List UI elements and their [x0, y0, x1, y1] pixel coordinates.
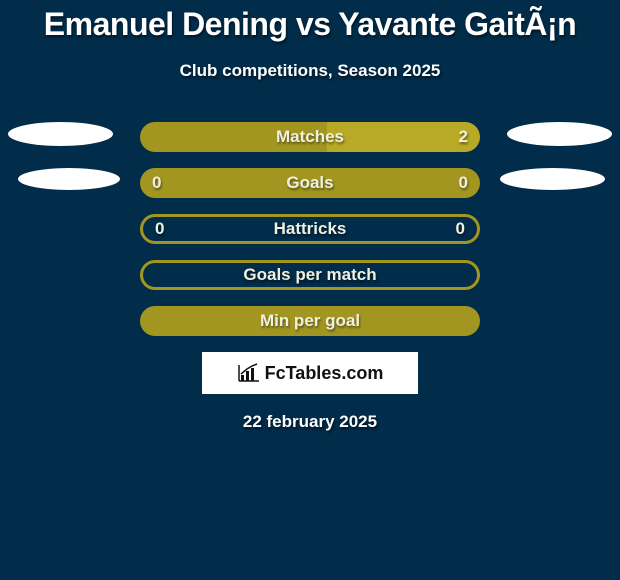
stat-right: 0: [459, 173, 468, 193]
date-label: 22 february 2025: [0, 412, 620, 432]
logo: FcTables.com: [202, 352, 418, 394]
logo-text: FcTables.com: [237, 363, 384, 384]
chart-icon: [237, 363, 261, 383]
table-row: Min per goal: [0, 306, 620, 336]
stat-bar-matches: Matches 2: [140, 122, 480, 152]
table-row: Goals per match: [0, 260, 620, 290]
page-title: Emanuel Dening vs Yavante GaitÃ¡n: [0, 0, 620, 43]
table-row: 0 Goals 0: [0, 168, 620, 198]
page-subtitle: Club competitions, Season 2025: [0, 61, 620, 81]
logo-label: FcTables.com: [265, 363, 384, 384]
stat-bar-hattricks: 0 Hattricks 0: [140, 214, 480, 244]
stat-bar-goals: 0 Goals 0: [140, 168, 480, 198]
stat-label: Matches: [276, 127, 344, 147]
stat-label: Goals per match: [243, 265, 376, 285]
stat-left: 0: [155, 219, 164, 239]
stats-rows: Matches 2 0 Goals 0 0 Hattricks 0 Goals …: [0, 122, 620, 432]
stat-label: Min per goal: [260, 311, 360, 331]
stat-left: 0: [152, 173, 161, 193]
stat-bar-min-per-goal: Min per goal: [140, 306, 480, 336]
stat-right: 0: [456, 219, 465, 239]
stat-right: 2: [459, 127, 468, 147]
stat-label: Hattricks: [274, 219, 347, 239]
stat-label: Goals: [286, 173, 333, 193]
stat-bar-goals-per-match: Goals per match: [140, 260, 480, 290]
table-row: 0 Hattricks 0: [0, 214, 620, 244]
table-row: Matches 2: [0, 122, 620, 152]
